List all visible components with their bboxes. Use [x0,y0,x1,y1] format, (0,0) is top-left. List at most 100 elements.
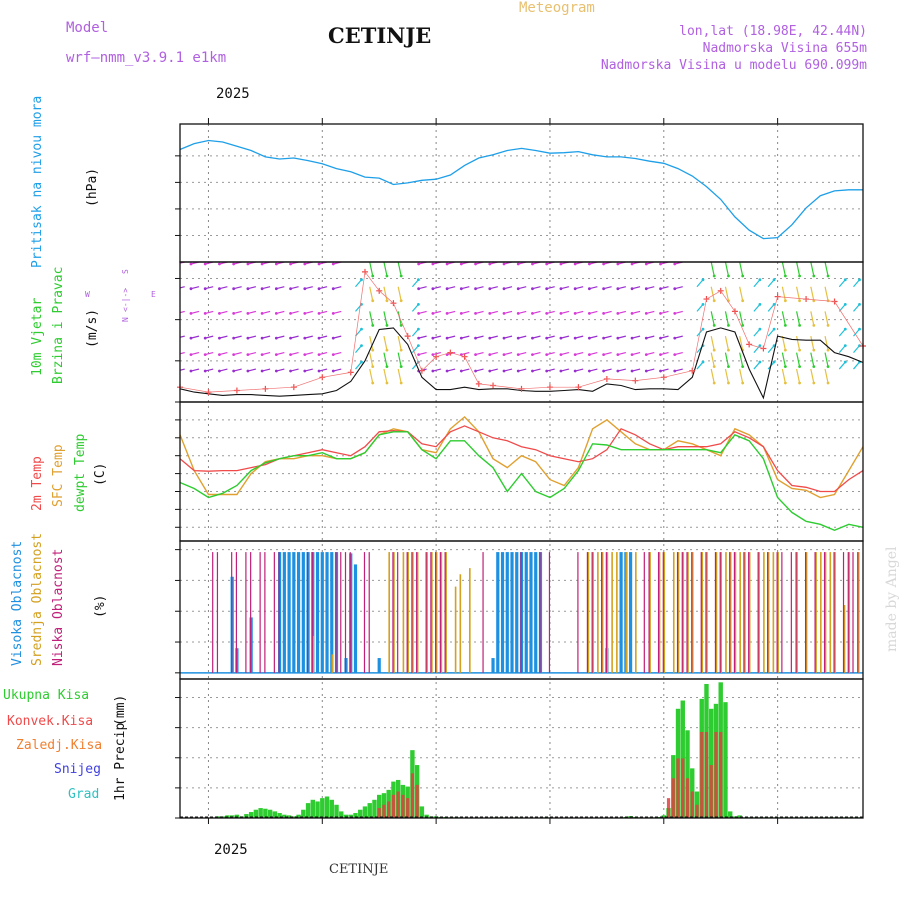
mid-cloud-bar [658,552,661,673]
wind-arrow-head [385,274,389,278]
wind-arrow-head [360,254,363,257]
low-cloud-bar [439,552,441,673]
wind-arrow-head [417,336,421,340]
wind-arrow [369,286,374,301]
wind-arrow-head [673,369,677,373]
wind-arrow-head [331,312,335,315]
wind-arrow-head [516,336,520,340]
mid-cloud-bar [848,552,851,673]
wind-arrow-head [673,287,677,291]
low-cloud-bar [539,552,541,673]
wind-arrow-head [331,287,335,291]
wind-arrow-head [317,262,321,266]
low-cloud-bar [411,552,413,673]
wind-arrow-head [502,336,506,340]
wind-arrow [355,328,362,337]
wind-arrow-head [573,336,577,340]
wind-arrow-head [812,365,816,368]
mid-cloud-bar [829,552,832,673]
low-cloud-bar [231,552,233,673]
mid-cloud-bar [587,552,590,673]
temp-ylabel-2m: 2m Temp [30,456,45,511]
wind-arrow-head [772,327,776,331]
wind-arrow-head [445,369,449,373]
total-precip-bar [661,815,666,818]
mid-cloud-bar [691,552,694,673]
low-cloud-bar [444,552,446,673]
high-cloud-bar [330,552,334,673]
high-cloud-bar [353,564,358,673]
wind-arrow [739,286,744,301]
wind-arrow [355,361,362,370]
temp-unit: (C) [93,463,108,486]
low-cloud-bar [212,552,214,673]
wind-arrow-head [260,369,264,373]
wind-arrow-head [573,353,577,356]
wind-arrow-head [371,381,375,385]
wind-arrow-head [331,353,335,356]
low-cloud-bar [842,552,845,673]
wind-arrow-head [502,312,506,315]
wind-arrow-head [417,303,420,306]
wind-arrow-head [659,287,662,291]
wind-arrow-head [189,287,193,291]
wind-arrow [853,328,860,337]
wind-arrow-head [531,262,534,266]
total-precip-bar [727,811,733,818]
total-precip-bar [709,708,714,818]
wind-arrow [397,286,402,301]
wind-arrow-head [303,312,307,315]
wind-arrow-head [218,353,221,356]
wind-arrow-head [474,353,477,356]
wind-arrow-head [758,303,762,306]
wind-arrow-head [673,353,677,356]
wind-arrow-head [783,365,787,368]
conv-precip-bar [387,801,391,818]
wind-arrow [383,352,388,367]
low-cloud-bar [833,552,835,673]
wind-arrow [810,262,815,277]
wind-arrow-head [559,262,563,266]
wind-arrow-head [858,303,861,306]
total-precip-bar [267,809,273,818]
wind-arrow-head [616,353,620,356]
precip-panel-frame [179,678,864,819]
low-cloud-bar [520,552,522,673]
wind-arrow-head [772,303,776,306]
wind-arrow-head [741,299,745,303]
total-precip-bar [339,811,344,818]
wind-arrow-head [727,348,730,352]
wind-arrow [810,311,815,326]
wind-arrow-head [798,324,801,327]
wind-arrow-head [502,287,506,291]
wind-arrow-head [289,369,292,373]
conv-precip-bar [391,794,396,818]
wind-key-e: E [151,290,156,299]
low-cloud-bar [776,552,778,673]
low-cloud-bar [397,552,399,673]
wind-arrow-head [758,344,762,347]
total-precip-bar [358,809,363,818]
wind-arrow-head [812,381,816,385]
wind-arrow [383,286,388,301]
mid-cloud-bar [767,552,770,673]
wind-arrow-head [274,369,278,373]
conv-precip-bar [714,731,718,818]
wind-arrow-head [399,365,403,368]
wind-arrow-head [798,348,801,352]
mid-cloud-bar [843,605,846,673]
wind-arrow-head [246,262,250,266]
low-cloud-bar [406,552,408,673]
low-cloud-bar [686,552,688,673]
mid-cloud-bar [796,552,798,673]
low-cloud-bar [363,552,366,673]
wind-arrow-head [783,324,787,327]
wind-arrow-head [289,336,292,340]
wind-arrow-head [218,262,221,266]
wind-arrow [824,368,829,384]
wind-arrow-head [516,262,520,266]
wind-arrow-head [175,353,178,356]
low-cloud-bar [757,552,759,673]
total-precip-bar [244,814,249,818]
wind-arrow-head [616,336,620,340]
